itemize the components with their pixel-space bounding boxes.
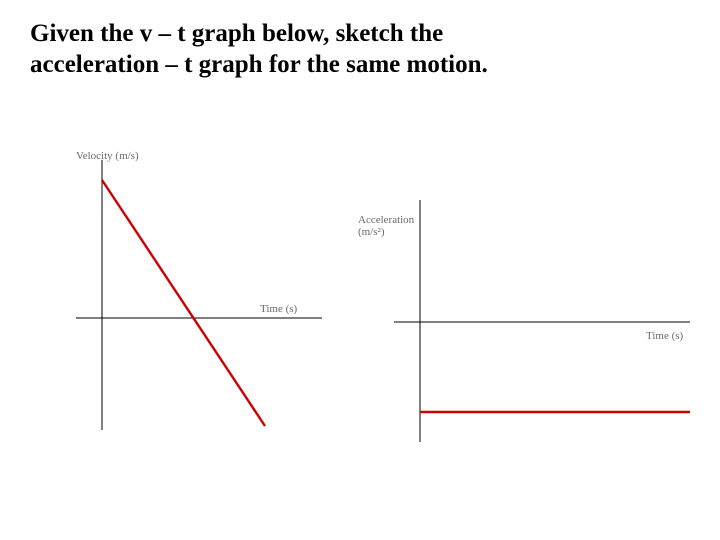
slide: Given the v – t graph below, sketch the … xyxy=(0,0,720,540)
velocity-y-axis-label: Velocity (m/s) xyxy=(76,150,139,162)
velocity-x-axis-label: Time (s) xyxy=(260,303,297,315)
acceleration-time-chart: Acceleration (m/s²) Time (s) xyxy=(358,190,698,450)
title-line-2: acceleration – t graph for the same moti… xyxy=(30,51,488,78)
velocity-time-chart: Velocity (m/s) Time (s) xyxy=(40,150,340,430)
acceleration-y-axis-label: Acceleration (m/s²) xyxy=(358,214,414,238)
acceleration-x-axis-label: Time (s) xyxy=(646,330,683,342)
title-line-1: Given the v – t graph below, sketch the xyxy=(30,20,443,47)
velocity-chart-svg xyxy=(40,150,340,430)
slide-title: Given the v – t graph below, sketch the … xyxy=(30,18,650,81)
